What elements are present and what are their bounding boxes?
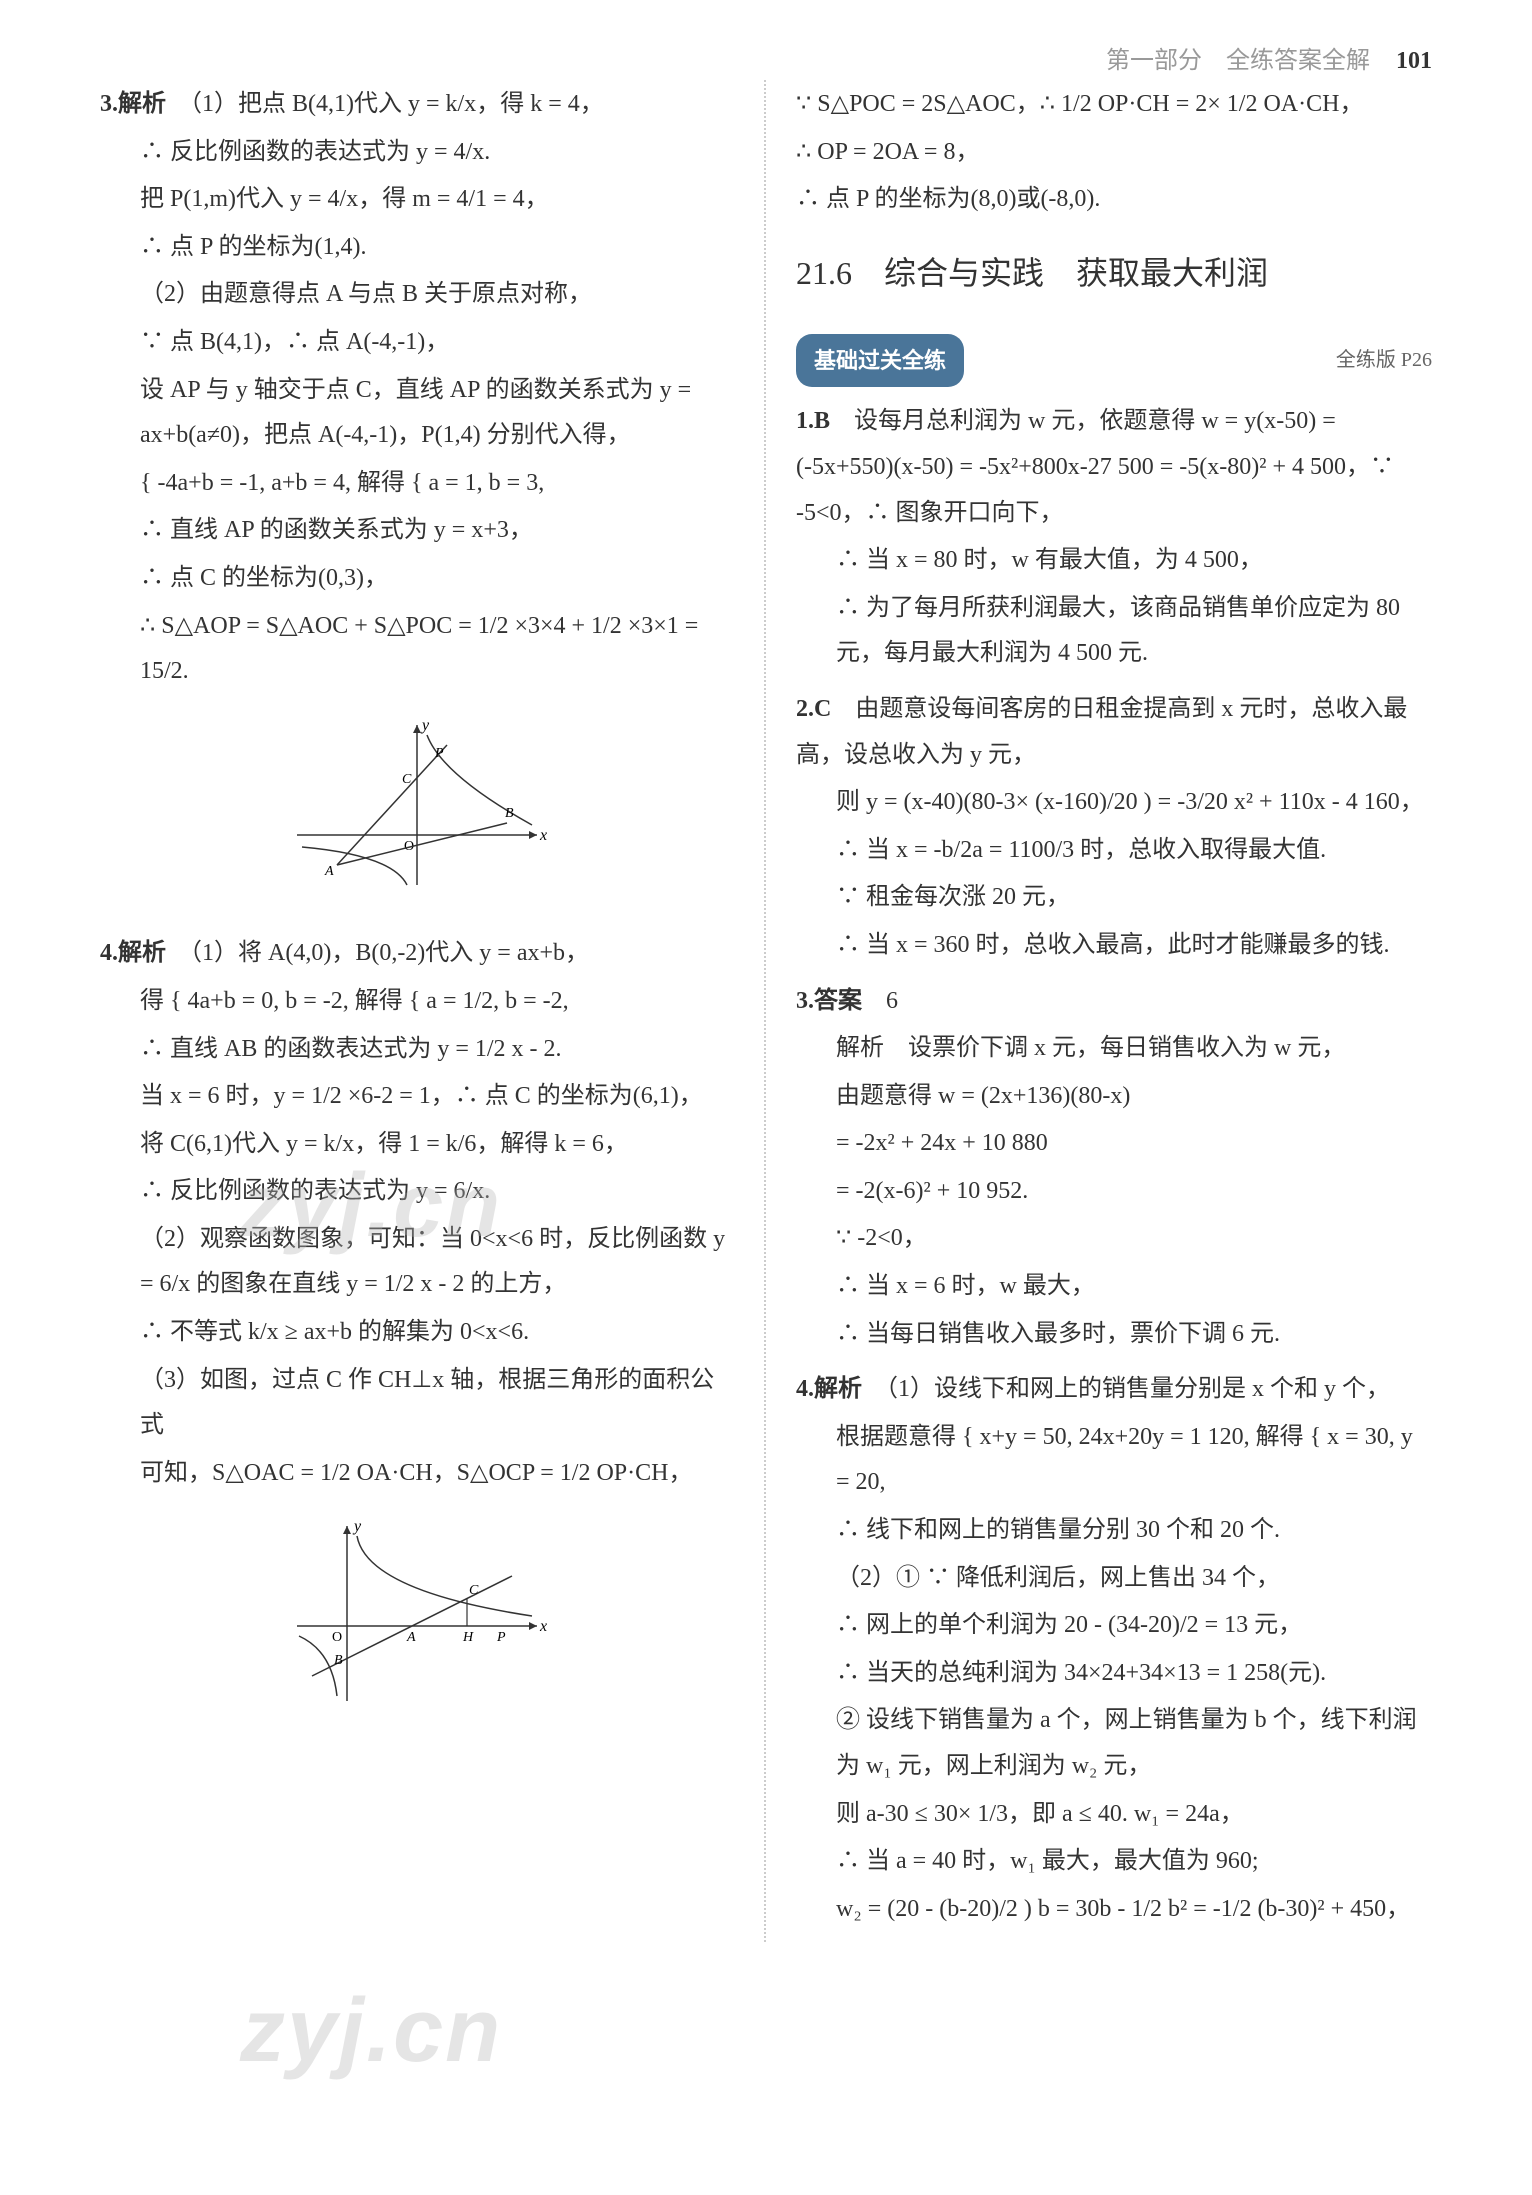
line: ∴ 当 x = -b/2a = 1100/3 时，总收入取得最大值.: [796, 828, 1432, 874]
svg-text:A: A: [324, 864, 334, 879]
problem-r2: 2.C 由题意设每间客房的日租金提高到 x 元时，总收入最高，设总收入为 y 元…: [796, 687, 1432, 969]
problem-number: 2.: [796, 696, 814, 722]
page-ref: 全练版 P26: [1336, 341, 1432, 379]
answer: B: [814, 408, 830, 434]
line: 由题意设每间客房的日租金提高到 x 元时，总收入最高，设总收入为 y 元，: [796, 696, 1407, 768]
problem-r1: 1.B 设每月总利润为 w 元，依题意得 w = y(x-50) = (-5x+…: [796, 399, 1432, 677]
line: （2）由题意得点 A 与点 B 关于原点对称，: [100, 272, 734, 318]
answer: C: [814, 696, 831, 722]
svg-text:C: C: [469, 1583, 479, 1598]
line: ∴ 当 x = 6 时，w 最大，: [796, 1264, 1432, 1310]
page-header: 第一部分 全练答案全解 101: [1106, 40, 1432, 75]
line: 当 x = 6 时，y = 1/2 ×6-2 = 1，∴ 点 C 的坐标为(6,…: [100, 1074, 734, 1120]
line: ∴ 为了每月所获利润最大，该商品销售单价应定为 80 元，每月最大利润为 4 5…: [796, 586, 1432, 677]
problem-number: 3.: [100, 91, 118, 117]
line: ∴ 当 x = 80 时，w 有最大值，为 4 500，: [796, 538, 1432, 584]
line: ② 设线下销售量为 a 个，网上销售量为 b 个，线下利润为 w₁ 元，网上利润…: [796, 1698, 1432, 1789]
two-column-layout: 3.解析 （1）把点 B(4,1)代入 y = k/x，得 k = 4， ∴ 反…: [0, 0, 1532, 1982]
line: 设 AP 与 y 轴交于点 C，直线 AP 的函数关系式为 y = ax+b(a…: [100, 368, 734, 459]
line: ∴ S△AOP = S△AOC + S△POC = 1/2 ×3×4 + 1/2…: [100, 604, 734, 695]
line: 则 y = (x-40)(80-3× (x-160)/20 ) = -3/20 …: [796, 780, 1432, 826]
line: ∴ 不等式 k/x ≥ ax+b 的解集为 0<x<6.: [100, 1310, 734, 1356]
problem-number: 4.: [796, 1376, 814, 1402]
practice-badge: 基础过关全练: [796, 334, 964, 388]
line: 由题意得 w = (2x+136)(80-x): [796, 1074, 1432, 1120]
line: ∴ 直线 AB 的函数表达式为 y = 1/2 x - 2.: [100, 1027, 734, 1073]
line: ∴ 当 a = 40 时，w₁ 最大，最大值为 960;: [796, 1839, 1432, 1885]
svg-text:x: x: [539, 827, 547, 844]
line: （2）① ∵ 降低利润后，网上售出 34 个，: [796, 1556, 1432, 1602]
line: 根据题意得 { x+y = 50, 24x+20y = 1 120, 解得 { …: [796, 1415, 1432, 1506]
line: ∴ 线下和网上的销售量分别 30 个和 20 个.: [796, 1508, 1432, 1554]
line: ∴ 反比例函数的表达式为 y = 6/x.: [100, 1169, 734, 1215]
problem-3: 3.解析 （1）把点 B(4,1)代入 y = k/x，得 k = 4， ∴ 反…: [100, 82, 734, 911]
svg-text:P: P: [496, 1630, 506, 1645]
svg-text:A: A: [406, 1630, 416, 1645]
svg-text:x: x: [539, 1618, 547, 1635]
line: = -2x² + 24x + 10 880: [796, 1121, 1432, 1167]
svg-text:P: P: [434, 746, 444, 761]
section-number: 21.6: [796, 255, 852, 291]
line: ∴ 当天的总纯利润为 34×24+34×13 = 1 258(元).: [796, 1651, 1432, 1697]
line: （1）把点 B(4,1)代入 y = k/x，得 k = 4，: [190, 91, 604, 117]
problem-number: 4.: [100, 940, 118, 966]
problem-label: 解析: [118, 940, 166, 966]
svg-text:O: O: [332, 1630, 342, 1645]
svg-text:y: y: [420, 717, 430, 734]
section-title: 21.6 综合与实践 获取最大利润: [796, 243, 1432, 304]
line: ∴ 当每日销售收入最多时，票价下调 6 元.: [796, 1312, 1432, 1358]
line: （3）如图，过点 C 作 CH⊥x 轴，根据三角形的面积公式: [100, 1358, 734, 1449]
line: 可知，S△OAC = 1/2 OA·CH，S△OCP = 1/2 OP·CH，: [100, 1451, 734, 1497]
graph-1: x y O A B C P: [100, 715, 734, 912]
watermark-2: zyj.cn: [240, 1980, 502, 2083]
line: ∴ OP = 2OA = 8，: [796, 130, 1432, 176]
svg-text:B: B: [334, 1653, 343, 1668]
svg-text:C: C: [402, 772, 412, 787]
badge-row: 基础过关全练 全练版 P26: [796, 319, 1432, 398]
section-name: 综合与实践 获取最大利润: [884, 255, 1268, 291]
line: 把 P(1,m)代入 y = 4/x，得 m = 4/1 = 4，: [100, 177, 734, 223]
answer: 6: [886, 988, 898, 1014]
line: ∵ 租金每次涨 20 元，: [796, 875, 1432, 921]
line: ∴ 反比例函数的表达式为 y = 4/x.: [100, 130, 734, 176]
section-label: 第一部分 全练答案全解: [1106, 48, 1370, 74]
line: ∴ 直线 AP 的函数关系式为 y = x+3，: [100, 508, 734, 554]
page-number: 101: [1396, 48, 1432, 74]
line: 解析 设票价下调 x 元，每日销售收入为 w 元，: [796, 1026, 1432, 1072]
line: ∵ 点 B(4,1)，∴ 点 A(-4,-1)，: [100, 320, 734, 366]
line: = -2(x-6)² + 10 952.: [796, 1169, 1432, 1215]
line: ∵ S△POC = 2S△AOC，∴ 1/2 OP·CH = 2× 1/2 OA…: [796, 82, 1432, 128]
line: ∴ 网上的单个利润为 20 - (34-20)/2 = 13 元，: [796, 1603, 1432, 1649]
problem-r4: 4.解析 （1）设线下和网上的销售量分别是 x 个和 y 个， 根据题意得 { …: [796, 1367, 1432, 1932]
left-column: 3.解析 （1）把点 B(4,1)代入 y = k/x，得 k = 4， ∴ 反…: [80, 80, 766, 1942]
line: ∴ 点 P 的坐标为(8,0)或(-8,0).: [796, 177, 1432, 223]
line: 将 C(6,1)代入 y = k/x，得 1 = k/6，解得 k = 6，: [100, 1122, 734, 1168]
svg-text:H: H: [462, 1630, 474, 1645]
problem-4: 4.解析 （1）将 A(4,0)，B(0,-2)代入 y = ax+b， 得 {…: [100, 931, 734, 1723]
svg-text:y: y: [352, 1518, 362, 1535]
line: ∴ 当 x = 360 时，总收入最高，此时才能赚最多的钱.: [796, 923, 1432, 969]
line: { -4a+b = -1, a+b = 4, 解得 { a = 1, b = 3…: [100, 461, 734, 507]
line: 设每月总利润为 w 元，依题意得 w = y(x-50) = (-5x+550)…: [796, 408, 1394, 525]
problem-number: 3.: [796, 988, 814, 1014]
graph-2: x y O A B C H P: [100, 1516, 734, 1723]
svg-text:B: B: [505, 806, 514, 821]
line: （1）设线下和网上的销售量分别是 x 个和 y 个，: [886, 1376, 1390, 1402]
line: （1）将 A(4,0)，B(0,-2)代入 y = ax+b，: [190, 940, 589, 966]
problem-label: 解析: [814, 1376, 862, 1402]
problem-number: 1.: [796, 408, 814, 434]
line: ∵ -2<0，: [796, 1216, 1432, 1262]
problem-r3: 3.答案 6 解析 设票价下调 x 元，每日销售收入为 w 元， 由题意得 w …: [796, 979, 1432, 1358]
answer-label: 答案: [814, 988, 862, 1014]
line: ∴ 点 C 的坐标为(0,3)，: [100, 556, 734, 602]
line: 得 { 4a+b = 0, b = -2, 解得 { a = 1/2, b = …: [100, 979, 734, 1025]
line: （2）观察函数图象，可知：当 0<x<6 时，反比例函数 y = 6/x 的图象…: [100, 1217, 734, 1308]
line: w₂ = (20 - (b-20)/2 ) b = 30b - 1/2 b² =…: [796, 1887, 1432, 1933]
line: 则 a-30 ≤ 30× 1/3，即 a ≤ 40. w₁ = 24a，: [796, 1792, 1432, 1838]
line: ∴ 点 P 的坐标为(1,4).: [100, 225, 734, 271]
problem-label: 解析: [118, 91, 166, 117]
right-column: ∵ S△POC = 2S△AOC，∴ 1/2 OP·CH = 2× 1/2 OA…: [766, 80, 1452, 1942]
